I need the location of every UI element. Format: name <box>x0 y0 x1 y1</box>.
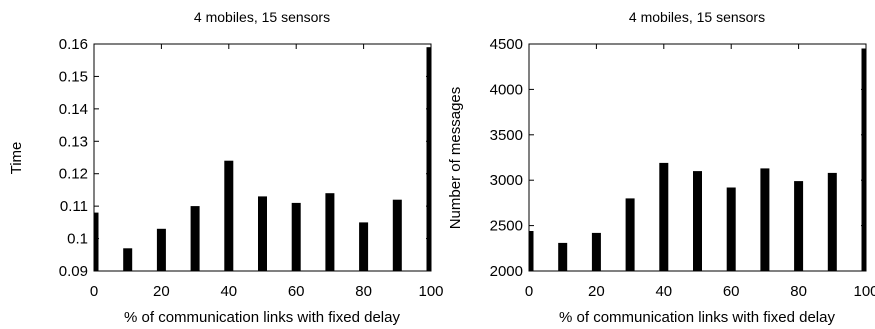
bar <box>123 248 133 271</box>
x-tick-label: 80 <box>790 283 807 300</box>
bars <box>529 48 866 271</box>
y-axis-ticks: 2000 2500 3000 3500 4000 4500 <box>490 36 866 280</box>
x-tick-label: 60 <box>723 283 740 300</box>
bars <box>94 47 431 272</box>
bar <box>190 206 200 271</box>
x-tick-label: 20 <box>153 283 170 300</box>
chart-messages: 4 mobiles, 15 sensors 2000 2500 3000 3500 40… <box>447 9 875 326</box>
chart-title: 4 mobiles, 15 sensors <box>629 9 765 25</box>
bar <box>359 222 369 271</box>
y-tick-label: 0.13 <box>59 133 88 150</box>
y-tick-label: 0.15 <box>59 68 88 85</box>
x-axis-label: % of communication links with fixed dela… <box>124 309 400 326</box>
x-tick-label: 60 <box>288 283 305 300</box>
x-tick-label: 80 <box>355 283 372 300</box>
y-tick-label: 0.12 <box>59 166 88 183</box>
bar <box>156 228 166 271</box>
y-tick-label: 0.16 <box>59 36 88 53</box>
chart-title: 4 mobiles, 15 sensors <box>194 9 330 25</box>
bar <box>794 181 804 271</box>
bar <box>760 168 770 271</box>
x-tick-label: 20 <box>588 283 605 300</box>
bar <box>827 172 837 271</box>
bar <box>625 198 635 271</box>
bar <box>861 48 866 271</box>
bar <box>426 47 431 272</box>
x-tick-label: 40 <box>655 283 672 300</box>
y-tick-label: 2500 <box>490 218 523 235</box>
bar <box>258 196 267 271</box>
bar <box>693 171 702 271</box>
x-axis-ticks: 0 20 40 60 80 100 <box>525 44 875 300</box>
bar <box>325 193 335 271</box>
bar <box>591 232 601 271</box>
y-tick-label: 2000 <box>490 263 523 280</box>
bar <box>94 212 99 271</box>
bar <box>726 187 736 271</box>
y-axis-label: Time <box>8 142 25 175</box>
y-axis-label: Number of messages <box>447 87 464 230</box>
y-axis-ticks: 0.09 0.1 0.11 0.12 0.13 0.14 0.15 0.16 <box>59 36 431 280</box>
x-tick-label: 0 <box>525 283 533 300</box>
x-axis-label: % of communication links with fixed dela… <box>559 309 835 326</box>
y-tick-label: 0.09 <box>59 263 88 280</box>
y-tick-label: 0.1 <box>67 231 88 248</box>
y-tick-label: 3500 <box>490 127 523 144</box>
y-tick-label: 3000 <box>490 172 523 189</box>
x-axis-ticks: 0 20 40 60 80 100 <box>90 44 444 300</box>
bar <box>659 162 669 271</box>
x-tick-label: 0 <box>90 283 98 300</box>
y-tick-label: 4000 <box>490 81 523 98</box>
bar <box>291 202 301 271</box>
x-tick-label: 100 <box>418 283 443 300</box>
x-tick-label: 100 <box>853 283 875 300</box>
x-tick-label: 40 <box>220 283 237 300</box>
y-tick-label: 0.11 <box>60 198 88 215</box>
bar <box>558 242 568 271</box>
bar <box>392 199 402 271</box>
bar <box>529 231 534 271</box>
bar <box>224 160 234 271</box>
chart-time: 4 mobiles, 15 sensors 0.09 0.1 0.11 0.12 0.1… <box>8 9 444 326</box>
y-tick-label: 4500 <box>490 36 523 53</box>
y-tick-label: 0.14 <box>59 101 88 118</box>
